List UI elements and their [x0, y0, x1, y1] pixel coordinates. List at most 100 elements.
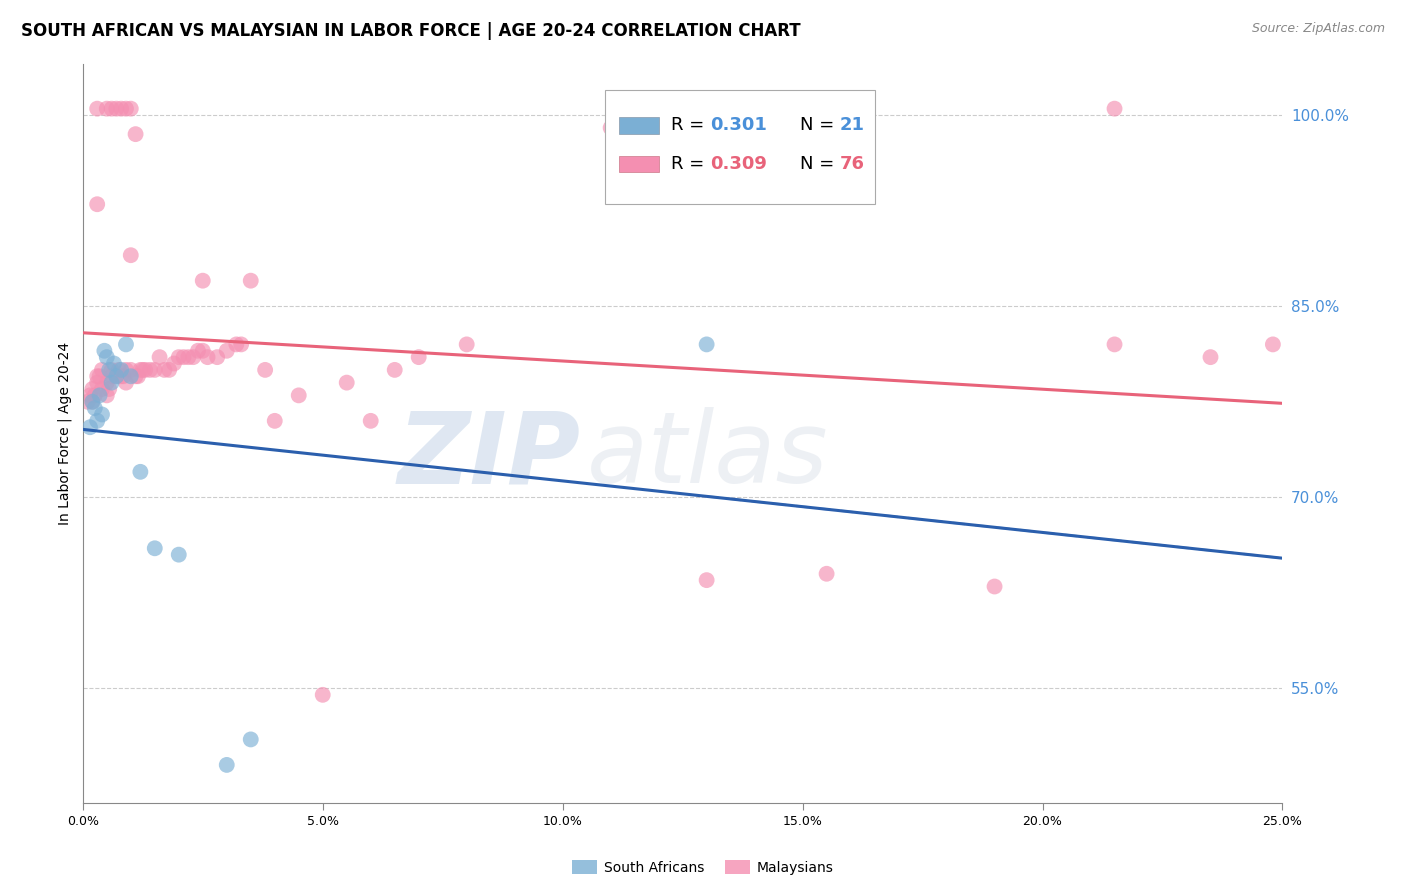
Point: [83, 388, 105, 402]
Point: [91, 363, 114, 377]
Point: [86, 376, 108, 390]
Point: [91, 382, 114, 396]
Point: [1199, 350, 1222, 364]
Point: [143, 363, 166, 377]
FancyBboxPatch shape: [619, 117, 658, 134]
Point: [79, 388, 101, 402]
Point: [239, 274, 262, 288]
Point: [143, 541, 166, 556]
Text: ZIP: ZIP: [398, 408, 581, 504]
Point: [312, 688, 335, 702]
Point: [107, 363, 129, 377]
Point: [205, 350, 228, 364]
Text: N =: N =: [800, 155, 841, 173]
Point: [105, 102, 128, 116]
Point: [148, 350, 170, 364]
Point: [191, 274, 214, 288]
Point: [120, 248, 142, 262]
Point: [127, 369, 149, 384]
Point: [815, 566, 838, 581]
Point: [1104, 102, 1126, 116]
Point: [157, 363, 180, 377]
Point: [129, 465, 152, 479]
Point: [599, 120, 621, 135]
Point: [79, 420, 101, 434]
Point: [96, 350, 118, 364]
Point: [120, 102, 142, 116]
Point: [239, 732, 262, 747]
Point: [215, 758, 238, 772]
FancyBboxPatch shape: [619, 156, 658, 172]
Point: [408, 350, 430, 364]
Point: [177, 350, 200, 364]
Text: 0.309: 0.309: [710, 155, 768, 173]
Text: 21: 21: [839, 116, 865, 135]
Point: [100, 102, 122, 116]
Text: 0.301: 0.301: [710, 116, 768, 135]
Text: atlas: atlas: [586, 408, 828, 504]
Point: [134, 363, 156, 377]
Point: [124, 369, 146, 384]
Point: [197, 350, 219, 364]
Point: [110, 363, 132, 377]
Point: [120, 363, 142, 377]
Point: [98, 382, 121, 396]
Point: [96, 376, 118, 390]
Point: [83, 401, 105, 416]
Point: [115, 337, 138, 351]
Point: [167, 548, 190, 562]
Point: [86, 414, 108, 428]
Point: [181, 350, 204, 364]
Point: [287, 388, 309, 402]
Point: [163, 357, 186, 371]
Point: [96, 102, 118, 116]
Point: [86, 197, 108, 211]
Text: Source: ZipAtlas.com: Source: ZipAtlas.com: [1251, 22, 1385, 36]
Point: [82, 394, 104, 409]
Point: [1104, 337, 1126, 351]
Point: [100, 369, 122, 384]
Point: [115, 376, 138, 390]
Text: 76: 76: [839, 155, 865, 173]
Point: [89, 369, 111, 384]
Point: [139, 363, 162, 377]
Point: [173, 350, 195, 364]
Point: [93, 343, 115, 358]
Point: [76, 394, 98, 409]
Text: SOUTH AFRICAN VS MALAYSIAN IN LABOR FORCE | AGE 20-24 CORRELATION CHART: SOUTH AFRICAN VS MALAYSIAN IN LABOR FORC…: [21, 22, 800, 40]
Point: [167, 350, 190, 364]
Point: [360, 414, 382, 428]
Point: [103, 357, 125, 371]
Point: [86, 102, 108, 116]
Text: N =: N =: [800, 116, 841, 135]
Point: [112, 369, 135, 384]
Point: [120, 369, 142, 384]
Point: [132, 363, 155, 377]
Point: [983, 580, 1005, 594]
Point: [696, 573, 718, 587]
Point: [225, 337, 247, 351]
Point: [98, 363, 121, 377]
Point: [1261, 337, 1284, 351]
Point: [105, 369, 128, 384]
Text: R =: R =: [671, 155, 710, 173]
Point: [696, 337, 718, 351]
Y-axis label: In Labor Force | Age 20-24: In Labor Force | Age 20-24: [58, 342, 72, 525]
Point: [254, 363, 277, 377]
Point: [82, 394, 104, 409]
Point: [231, 337, 253, 351]
Point: [110, 369, 132, 384]
Point: [153, 363, 176, 377]
Point: [115, 102, 138, 116]
Point: [187, 343, 209, 358]
Point: [100, 376, 122, 390]
Point: [91, 408, 114, 422]
Point: [263, 414, 285, 428]
Point: [215, 343, 238, 358]
Point: [191, 343, 214, 358]
Point: [384, 363, 406, 377]
Point: [110, 102, 132, 116]
Point: [86, 369, 108, 384]
Text: R =: R =: [671, 116, 710, 135]
Point: [89, 388, 111, 402]
